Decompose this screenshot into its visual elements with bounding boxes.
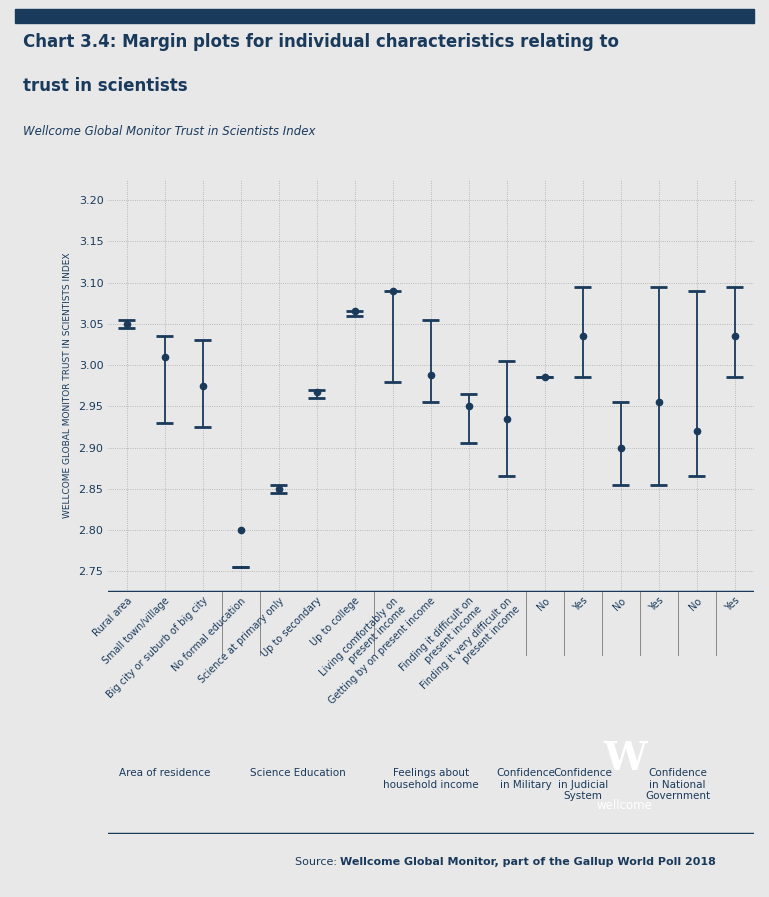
Text: Science at primary only: Science at primary only — [197, 596, 286, 684]
Text: Small town/village: Small town/village — [102, 596, 171, 666]
Text: No: No — [535, 596, 551, 612]
Text: Science Education: Science Education — [250, 768, 345, 779]
Text: wellcome: wellcome — [597, 799, 653, 813]
Text: Up to college: Up to college — [309, 596, 361, 649]
Bar — [15, 9, 754, 22]
Text: Wellcome Global Monitor Trust in Scientists Index: Wellcome Global Monitor Trust in Scienti… — [23, 125, 315, 138]
Text: Up to secondary: Up to secondary — [260, 596, 324, 659]
Text: Yes: Yes — [647, 596, 666, 614]
Text: No: No — [687, 596, 704, 612]
Text: No formal education: No formal education — [171, 596, 248, 673]
Text: Feelings about
household income: Feelings about household income — [383, 768, 478, 789]
Y-axis label: WELLCOME GLOBAL MONITOR TRUST IN SCIENTISTS INDEX: WELLCOME GLOBAL MONITOR TRUST IN SCIENTI… — [63, 253, 72, 518]
Text: Confidence
in National
Government: Confidence in National Government — [645, 768, 711, 801]
Text: Yes: Yes — [724, 596, 741, 614]
Text: Rural area: Rural area — [91, 596, 134, 639]
Text: Wellcome Global Monitor, part of the Gallup World Poll 2018: Wellcome Global Monitor, part of the Gal… — [340, 858, 716, 867]
Text: No: No — [611, 596, 628, 612]
Text: Big city or suburb of big city: Big city or suburb of big city — [105, 596, 210, 701]
Text: Confidence
in Judicial
System: Confidence in Judicial System — [553, 768, 612, 801]
Text: Living comfortably on
present income: Living comfortably on present income — [318, 596, 408, 686]
Text: Area of residence: Area of residence — [119, 768, 211, 779]
Text: Getting by on present income: Getting by on present income — [328, 596, 438, 706]
Text: Yes: Yes — [571, 596, 590, 614]
Text: Finding it very difficult on
present income: Finding it very difficult on present inc… — [418, 596, 522, 699]
Text: Chart 3.4: Margin plots for individual characteristics relating to: Chart 3.4: Margin plots for individual c… — [23, 33, 619, 51]
Text: Confidence
in Military: Confidence in Military — [496, 768, 555, 789]
Text: Finding it difficult on
present income: Finding it difficult on present income — [398, 596, 484, 682]
Text: Source:: Source: — [295, 858, 340, 867]
Text: W: W — [603, 739, 647, 778]
Text: trust in scientists: trust in scientists — [23, 77, 188, 95]
